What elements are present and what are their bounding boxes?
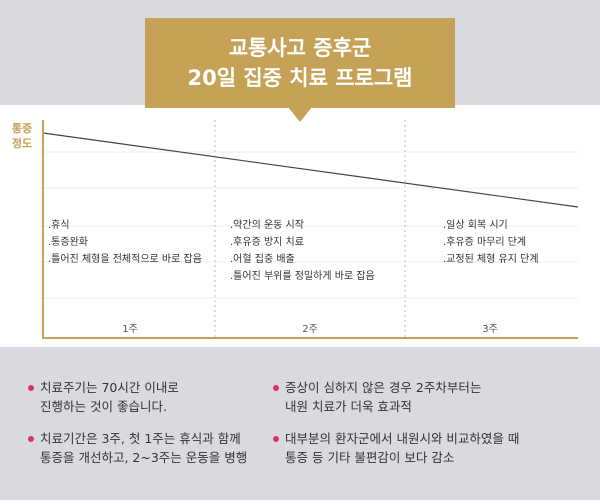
phase-label: 1주 (122, 324, 138, 335)
y-axis-label: 정도 (12, 136, 32, 150)
phase-item: .후유증 방지 치료 (230, 236, 304, 248)
note: 통증 등 기타 불편감이 보다 감소 (285, 450, 454, 465)
title-box (145, 18, 455, 108)
note: 진행하는 것이 좋습니다. (40, 399, 167, 414)
note: 치료기간은 3주, 첫 1주는 휴식과 함께 (40, 431, 241, 446)
bullet (273, 385, 279, 391)
bullet (28, 436, 34, 442)
note: 내원 치료가 더욱 효과적 (285, 399, 412, 414)
grid (43, 151, 578, 299)
phase-item: .틀어진 체형을 전체적으로 바로 잡음 (48, 253, 202, 265)
phase-item: .교정된 체형 유지 단계 (443, 253, 539, 265)
phase-item: .일상 회복 시기 (443, 219, 508, 231)
note: 증상이 심하지 않은 경우 2주차부터는 (285, 380, 481, 395)
y-axis-label: 통증 (12, 122, 32, 135)
note: 통증을 개선하고, 2~3주는 운동을 병행 (40, 450, 247, 465)
phase-item: .통증완화 (48, 236, 88, 248)
note: 치료주기는 70시간 이내로 (40, 380, 179, 395)
title: 20일 집중 치료 프로그램 (187, 66, 412, 90)
title: 교통사고 증후군 (229, 36, 372, 60)
phase-label: 2주 (302, 324, 318, 335)
phase-label: 3주 (482, 324, 498, 335)
bullet (28, 385, 34, 391)
note: 대부분의 환자군에서 내원시와 비교하였을 때 (285, 431, 519, 446)
phase-item: .약간의 운동 시작 (230, 219, 304, 231)
trend-line (42, 132, 579, 208)
bullet (273, 436, 279, 442)
title-pointer (288, 107, 312, 122)
phase-item: .후유증 마무리 단계 (443, 236, 526, 248)
phase-item: .틀어진 부위를 정밀하게 바로 잡음 (230, 269, 375, 282)
phase-item: .휴식 (48, 219, 70, 231)
phase-item: .어혈 집중 배출 (230, 252, 295, 265)
